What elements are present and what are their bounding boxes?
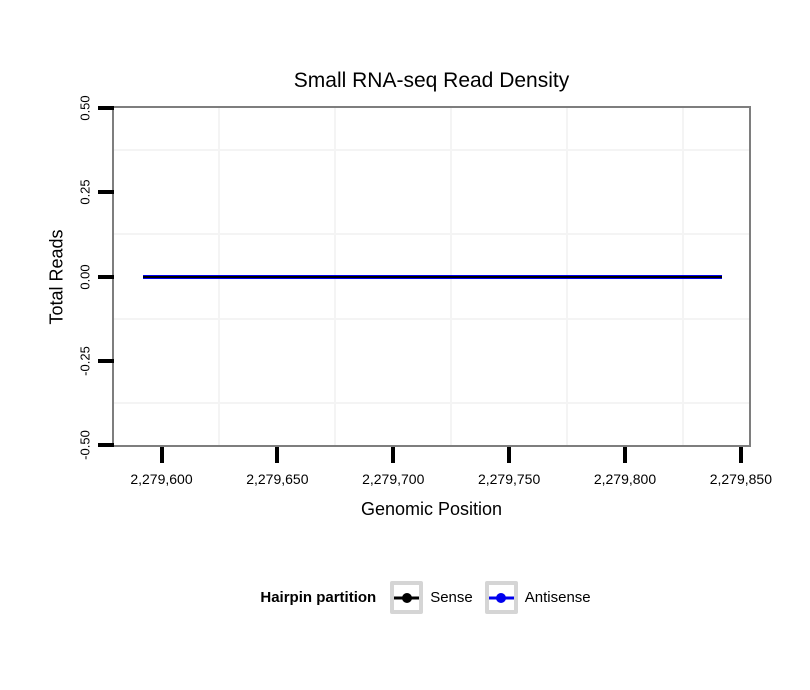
legend-entries: Sense Antisense	[390, 581, 602, 614]
legend-key-sense	[390, 581, 424, 614]
y-tick-label: 0.00	[77, 263, 93, 290]
y-tick-mark	[98, 274, 114, 279]
y-tick-mark	[98, 358, 114, 363]
legend-entry-sense: Sense	[390, 581, 473, 614]
minor-gridline-horizontal	[114, 149, 749, 152]
x-tick-mark	[159, 447, 164, 463]
minor-gridline-horizontal	[114, 317, 749, 320]
y-tick-mark	[98, 443, 114, 447]
minor-gridline-horizontal	[114, 401, 749, 404]
y-tick-mark	[98, 106, 114, 110]
plot-panel	[114, 108, 749, 445]
legend-key-antisense	[484, 581, 518, 614]
x-tick-label: 2,279,800	[593, 471, 657, 487]
series-line-sense	[142, 275, 723, 278]
x-tick-mark	[275, 447, 280, 463]
legend: Hairpin partition Sense Antisense	[114, 579, 749, 616]
y-tick-mark	[98, 190, 114, 195]
chart-title: Small RNA-seq Read Density	[293, 69, 570, 92]
y-tick-label: -0.25	[77, 345, 93, 376]
legend-title: Hairpin partition	[260, 589, 377, 606]
y-tick-label: -0.50	[77, 430, 93, 460]
x-axis-title: Genomic Position	[360, 499, 503, 519]
legend-key-point-icon	[496, 592, 507, 603]
x-tick-mark	[738, 447, 743, 463]
y-tick-label: 0.50	[77, 95, 93, 121]
legend-key-point-icon	[401, 592, 412, 603]
x-tick-label: 2,279,600	[130, 471, 193, 487]
x-tick-label: 2,279,650	[246, 471, 309, 487]
x-tick-label: 2,279,850	[709, 471, 773, 487]
y-axis-title: Total Reads	[46, 229, 67, 325]
x-tick-label: 2,279,700	[362, 471, 425, 487]
minor-gridline-horizontal	[114, 233, 749, 236]
legend-entry-antisense: Antisense	[484, 581, 591, 614]
legend-label-sense: Sense	[430, 589, 473, 606]
legend-label-antisense: Antisense	[524, 589, 591, 606]
x-tick-mark	[623, 447, 627, 463]
y-tick-label: 0.25	[77, 179, 93, 205]
x-tick-mark	[507, 447, 512, 463]
x-tick-mark	[391, 447, 396, 463]
panel-border	[112, 106, 751, 447]
x-tick-label: 2,279,750	[477, 471, 541, 487]
